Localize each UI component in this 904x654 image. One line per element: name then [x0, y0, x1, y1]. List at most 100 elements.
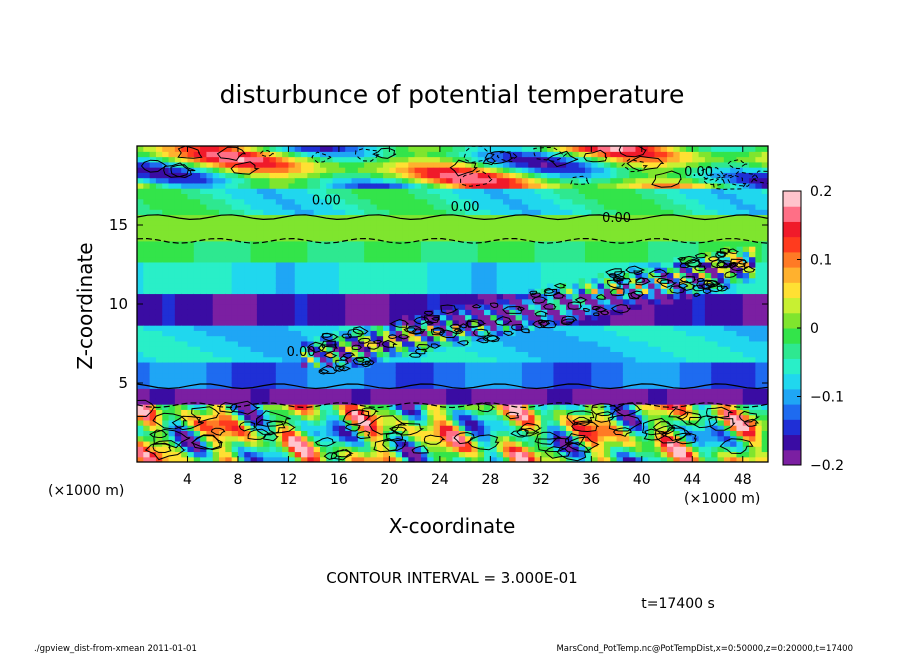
field-cell: [263, 277, 271, 284]
field-cell: [200, 340, 208, 347]
field-cell: [477, 319, 485, 326]
field-cell: [572, 267, 580, 273]
field-cell: [534, 267, 542, 273]
field-cell: [477, 235, 485, 242]
field-cell: [559, 177, 567, 184]
field-cell: [547, 314, 555, 321]
field-cell: [496, 377, 504, 384]
field-cell: [275, 261, 283, 268]
field-cell: [402, 309, 409, 316]
field-cell: [137, 435, 144, 442]
field-cell: [622, 388, 630, 395]
field-cell: [149, 219, 157, 226]
field-cell: [250, 304, 258, 310]
field-cell: [137, 377, 144, 384]
field-cell: [572, 388, 580, 395]
field-cell: [496, 409, 504, 416]
field-cell: [307, 388, 315, 395]
field-cell: [446, 251, 454, 258]
field-cell: [433, 151, 441, 158]
field-cell: [566, 293, 573, 300]
field-cell: [622, 225, 630, 231]
field-cell: [263, 388, 271, 395]
field-cell: [553, 146, 561, 152]
field-cell: [572, 272, 580, 279]
field-cell: [446, 419, 454, 426]
field-cell: [654, 193, 662, 200]
field-cell: [364, 409, 372, 416]
field-cell: [641, 267, 649, 273]
field-cell: [477, 440, 485, 447]
field-cell: [301, 425, 308, 431]
field-cell: [294, 188, 302, 194]
field-cell: [225, 203, 233, 210]
field-cell: [395, 230, 403, 237]
field-cell: [496, 435, 504, 442]
field-cell: [288, 156, 296, 163]
field-cell: [174, 156, 182, 163]
field-cell: [402, 240, 409, 247]
field-cell: [225, 319, 233, 326]
field-cell: [566, 219, 573, 226]
field-cell: [137, 451, 144, 458]
field-cell: [307, 425, 315, 431]
field-cell: [307, 188, 315, 194]
field-cell: [219, 309, 226, 316]
field-cell: [326, 377, 334, 384]
field-cell: [427, 335, 435, 342]
field-cell: [648, 383, 656, 389]
field-cell: [319, 440, 327, 447]
field-cell: [648, 430, 656, 437]
field-cell: [250, 404, 258, 410]
field-cell: [452, 161, 460, 168]
field-cell: [269, 351, 277, 358]
field-cell: [275, 440, 283, 447]
field-cell: [193, 346, 201, 352]
field-cell: [181, 156, 189, 163]
field-cell: [212, 225, 220, 231]
field-cell: [648, 361, 656, 368]
field-cell: [389, 446, 397, 453]
field-cell: [572, 167, 580, 173]
field-cell: [364, 340, 372, 347]
field-cell: [484, 293, 491, 300]
field-cell: [402, 440, 409, 447]
field-cell: [553, 256, 561, 263]
field-cell: [521, 330, 529, 337]
field-cell: [477, 151, 485, 158]
field-cell: [402, 388, 409, 395]
field-cell: [237, 288, 245, 295]
field-cell: [143, 188, 151, 194]
field-cell: [591, 172, 599, 179]
field-cell: [559, 235, 567, 242]
field-cell: [294, 240, 302, 247]
field-cell: [137, 282, 144, 289]
field-cell: [174, 288, 182, 295]
field-cell: [547, 230, 555, 237]
field-cell: [547, 425, 555, 431]
field-cell: [585, 167, 592, 173]
field-cell: [528, 361, 536, 368]
field-cell: [622, 346, 630, 352]
field-cell: [553, 367, 561, 374]
field-cell: [603, 172, 611, 179]
field-cell: [585, 425, 592, 431]
field-cell: [143, 182, 151, 189]
field-cell: [263, 446, 271, 453]
field-cell: [553, 351, 561, 358]
field-cell: [187, 340, 195, 347]
field-cell: [603, 146, 611, 152]
field-cell: [572, 356, 580, 363]
field-cell: [351, 398, 359, 405]
field-cell: [269, 419, 277, 426]
field-cell: [458, 372, 466, 379]
field-cell: [326, 167, 334, 173]
field-cell: [225, 425, 233, 431]
field-cell: [484, 240, 491, 247]
field-cell: [370, 298, 378, 305]
field-cell: [244, 430, 252, 437]
field-cell: [181, 235, 189, 242]
field-cell: [654, 446, 662, 453]
field-cell: [603, 414, 611, 421]
field-cell: [597, 430, 605, 437]
